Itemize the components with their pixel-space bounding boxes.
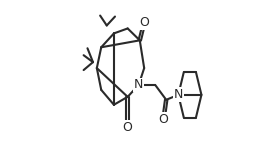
- Text: O: O: [139, 16, 149, 29]
- Text: N: N: [174, 88, 183, 101]
- Text: O: O: [158, 113, 169, 126]
- Text: O: O: [123, 121, 133, 134]
- Text: N: N: [134, 78, 143, 91]
